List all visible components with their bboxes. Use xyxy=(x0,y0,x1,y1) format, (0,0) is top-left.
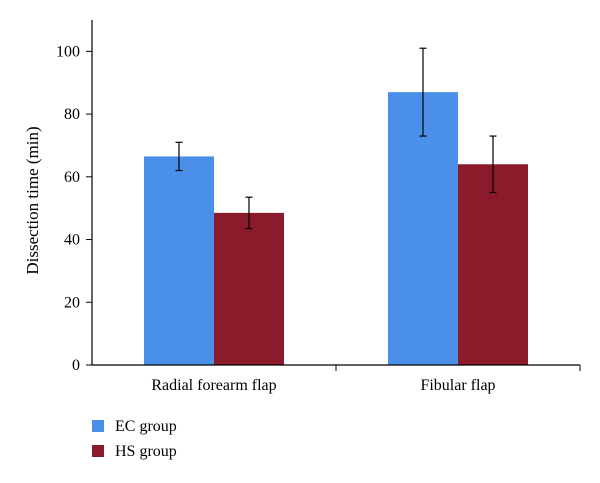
bars-layer xyxy=(144,92,528,366)
bar-hs-group xyxy=(214,212,284,365)
x-tick-label: Fibular flap xyxy=(420,377,495,394)
legend: EC group HS group xyxy=(92,418,177,460)
y-tick-label: 0 xyxy=(72,357,80,374)
legend-swatch xyxy=(92,445,104,457)
x-tick-label: Radial forearm flap xyxy=(151,377,276,394)
bar-hs-group xyxy=(458,164,528,365)
y-tick-label: 40 xyxy=(64,232,80,249)
legend-label: HS group xyxy=(115,443,177,460)
y-tick-label: 60 xyxy=(64,169,80,186)
error-bars-layer xyxy=(175,47,497,230)
legend-swatch xyxy=(92,420,104,432)
legend-label: EC group xyxy=(115,418,177,435)
bar-ec-group xyxy=(388,92,458,366)
y-tick-label: 20 xyxy=(64,294,80,311)
x-ticks-layer: Radial forearm flap Fibular flap xyxy=(151,365,581,394)
y-axis-title: Dissection time (min) xyxy=(23,126,42,274)
y-tick-label: 80 xyxy=(64,106,80,123)
y-tick-label: 100 xyxy=(56,43,80,60)
y-ticks-layer: 0 20 40 60 80 100 xyxy=(56,43,92,374)
bar-ec-group xyxy=(144,156,214,365)
